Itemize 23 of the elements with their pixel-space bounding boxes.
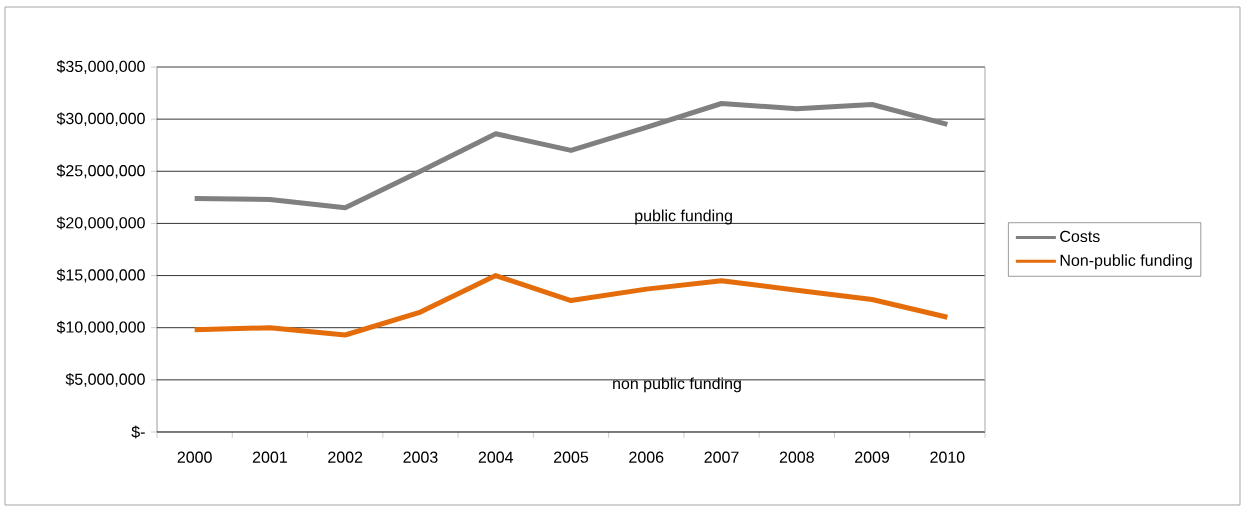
- y-tick-label: $15,000,000: [56, 268, 145, 283]
- x-tick-label: 2006: [629, 451, 664, 463]
- y-tick-label: $25,000,000: [56, 164, 145, 179]
- x-tick-label: 2003: [403, 451, 438, 463]
- y-tick-label: $-: [131, 425, 145, 439]
- x-tick-label: 2010: [930, 451, 965, 463]
- x-tick-label: 2000: [177, 451, 212, 463]
- x-tick-label: 2001: [252, 451, 287, 463]
- y-tick-label: $35,000,000: [56, 60, 145, 74]
- y-tick-label: $30,000,000: [56, 112, 145, 127]
- x-tick-label: 2002: [328, 451, 363, 463]
- y-tick-label: $20,000,000: [56, 216, 145, 231]
- y-tick-label: $10,000,000: [56, 320, 145, 335]
- annotation: non public funding: [613, 377, 741, 393]
- x-tick-label: 2005: [554, 451, 589, 463]
- x-tick-label: 2007: [704, 451, 739, 463]
- legend-label: Non-public funding: [1060, 254, 1192, 270]
- x-tick-label: 2009: [855, 451, 890, 463]
- x-tick-label: 2004: [478, 451, 514, 463]
- annotation: public funding: [635, 209, 732, 225]
- x-tick-label: 2008: [779, 451, 814, 463]
- y-tick-label: $5,000,000: [65, 372, 145, 387]
- legend-label: Costs: [1060, 230, 1100, 243]
